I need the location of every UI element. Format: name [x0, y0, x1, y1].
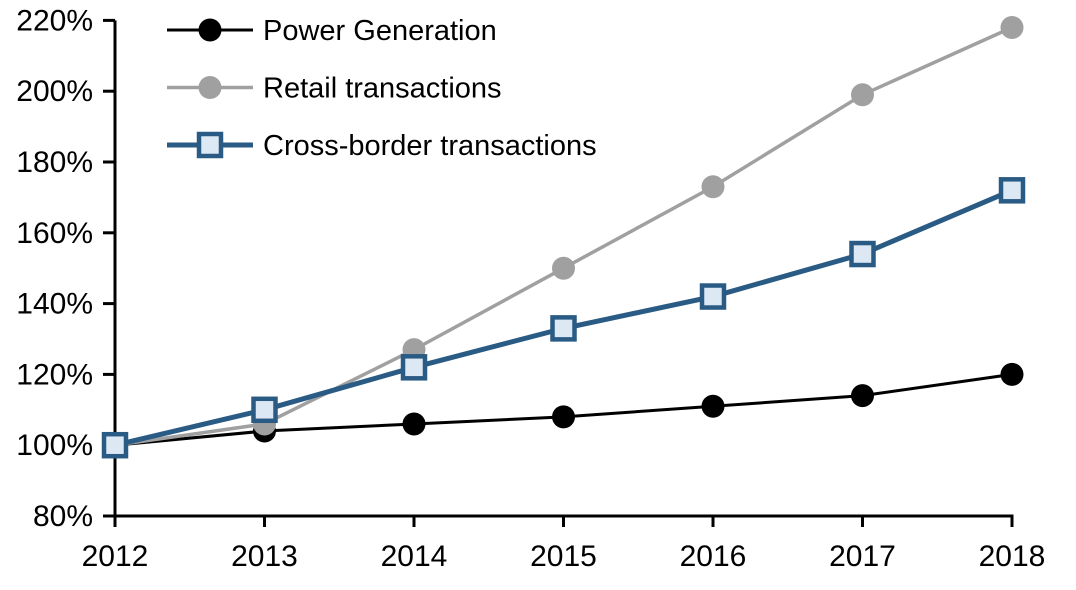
series-cross-border-transactions: [101, 177, 1026, 459]
legend-label-power-generation: Power Generation: [263, 15, 497, 47]
x-tick-label: 2018: [979, 540, 1046, 573]
legend-label-retail-transactions: Retail transactions: [263, 73, 502, 105]
y-tick-label: 80%: [33, 500, 93, 533]
data-point-marker-power-generation: [552, 405, 575, 429]
x-tick-label: 2016: [680, 540, 747, 573]
data-point-marker-power-generation: [851, 384, 874, 408]
data-point-marker-cross-border-transactions: [998, 177, 1026, 204]
y-tick-label: 160%: [16, 217, 93, 250]
y-tick-label: 200%: [16, 75, 93, 108]
legend: Power Generation Retail transactions Cross…: [167, 15, 597, 162]
legend-label-cross-border-transactions: Cross-border transactions: [263, 130, 597, 162]
series-power-generation: [103, 362, 1024, 457]
data-point-marker-power-generation: [1000, 362, 1024, 386]
data-point-marker-retail-transactions: [552, 256, 575, 280]
data-point-marker-power-generation: [701, 394, 725, 418]
data-point-marker-power-generation: [402, 412, 426, 436]
data-point-marker-cross-border-transactions: [699, 283, 727, 310]
legend-item-cross-border-transactions: Cross-border transactions: [167, 130, 597, 162]
axes: 80% 100% 120% 140% 160% 180% 200% 220% 2012 2013 2…: [16, 4, 1045, 573]
x-tick-label: 2015: [530, 540, 597, 573]
data-point-marker-retail-transactions: [1000, 15, 1024, 39]
y-tick-label: 100%: [16, 429, 93, 462]
x-tick-label: 2012: [82, 540, 149, 573]
data-point-marker-legend-cross-border-transactions: [196, 131, 224, 159]
data-point-marker-cross-border-transactions: [101, 431, 129, 459]
data-point-marker-cross-border-transactions: [251, 396, 278, 424]
x-tick-label: 2014: [381, 540, 448, 573]
y-tick-label: 180%: [16, 146, 93, 179]
x-tick-label: 2013: [231, 540, 298, 573]
data-point-marker-legend-power-generation: [198, 18, 222, 42]
legend-item-power-generation: Power Generation: [167, 15, 497, 47]
y-tick-label: 140%: [16, 288, 93, 321]
legend-item-retail-transactions: Retail transactions: [167, 73, 502, 105]
series-retail-transactions: [103, 15, 1024, 457]
data-point-marker-cross-border-transactions: [400, 354, 428, 381]
x-tick-label: 2017: [829, 540, 896, 573]
data-point-marker-retail-transactions: [701, 175, 725, 199]
data-point-marker-retail-transactions: [851, 83, 874, 107]
data-point-marker-cross-border-transactions: [849, 240, 876, 268]
data-point-marker-cross-border-transactions: [550, 315, 577, 342]
y-tick-label: 120%: [16, 358, 93, 391]
data-point-marker-legend-retail-transactions: [198, 76, 222, 99]
y-tick-label: 220%: [16, 4, 93, 37]
series-line-retail-transactions: [114, 25, 1013, 447]
